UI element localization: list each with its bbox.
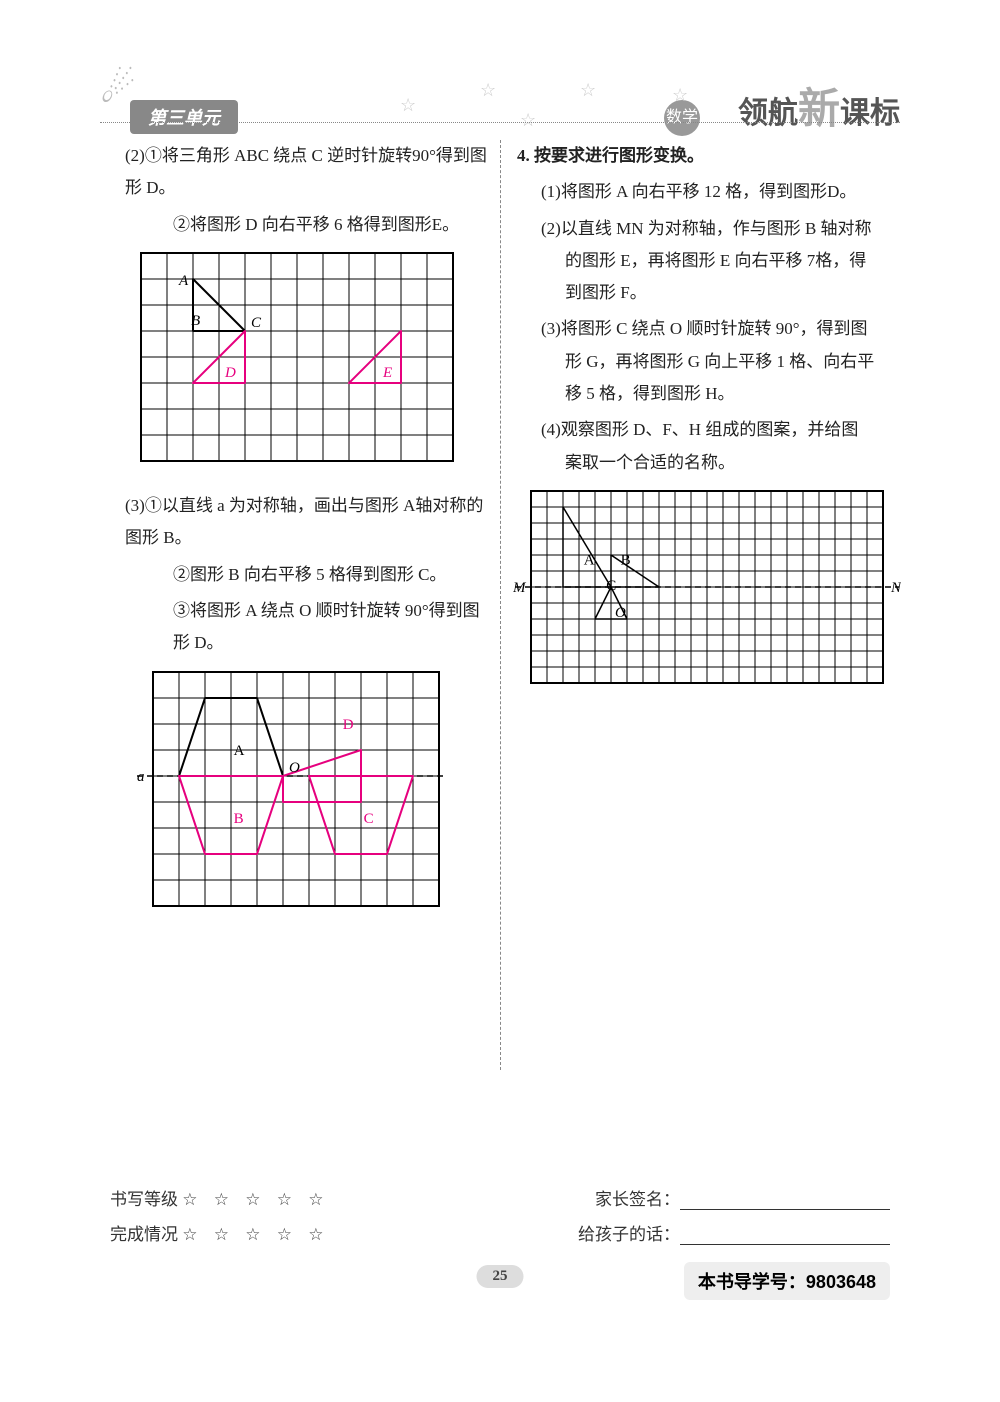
guide-label: 本书导学号： xyxy=(698,1272,806,1292)
page-number: 25 xyxy=(477,1265,524,1288)
unit-banner: 第三单元 xyxy=(130,100,238,134)
q4-title: 4. 按要求进行图形变换。 xyxy=(517,140,875,172)
parent-msg-label: 给孩子的话： xyxy=(578,1225,680,1244)
svg-text:D: D xyxy=(343,717,354,733)
left-column: (2)①将三角形 ABC 绕点 C 逆时针旋转90°得到图形 D。 ②将图形 D… xyxy=(125,140,500,1070)
svg-text:E: E xyxy=(382,365,392,381)
q2-item2: ②将图形 D 向右平移 6 格得到图形E。 xyxy=(125,209,488,241)
q3-item3: ③将图形 A 绕点 O 顺时针旋转 90°得到图形 D。 xyxy=(125,595,488,660)
svg-text:B: B xyxy=(234,810,244,826)
svg-text:A: A xyxy=(584,553,595,569)
svg-text:C: C xyxy=(606,578,616,594)
guide-code-value: 9803648 xyxy=(806,1272,876,1292)
footer-row-2: 完成情况 ☆ ☆ ☆ ☆ ☆ 给孩子的话： xyxy=(110,1220,890,1245)
q4-item1: (1)将图形 A 向右平移 12 格，得到图形D。 xyxy=(517,176,875,208)
q4-item4: (4)观察图形 D、F、H 组成的图案，并给图案取一个合适的名称。 xyxy=(517,414,875,479)
parent-sign-label: 家长签名： xyxy=(595,1190,680,1209)
svg-text:A: A xyxy=(234,743,245,759)
svg-text:C: C xyxy=(251,315,262,331)
svg-text:O: O xyxy=(615,605,626,621)
q4-item2: (2)以直线 MN 为对称轴，作与图形 B 轴对称的图形 E，再将图形 E 向右… xyxy=(517,213,875,310)
q3-item1: (3)①以直线 a 为对称轴，画出与图形 A轴对称的图形 B。 xyxy=(125,490,488,555)
header-divider xyxy=(100,122,900,123)
figure-3-svg: A BCO M N xyxy=(513,487,901,687)
q3-item2: ②图形 B 向右平移 5 格得到图形 C。 xyxy=(125,559,488,591)
figure-3: ABCOMN xyxy=(513,487,875,698)
svg-text:N: N xyxy=(890,580,901,596)
rating-done: 完成情况 ☆ ☆ ☆ ☆ ☆ xyxy=(110,1220,329,1245)
page-header: ☄ 第三单元 数学 领航新课标 ☆☆☆☆☆ xyxy=(100,70,900,125)
brand-mid: 新 xyxy=(798,85,840,132)
svg-text:A: A xyxy=(178,273,189,289)
svg-text:B: B xyxy=(191,313,200,329)
brand-right: 课标 xyxy=(840,97,900,130)
q4-item3: (3)将图形 C 绕点 O 顺时针旋转 90°，得到图形 G，再将图形 G 向上… xyxy=(517,313,875,410)
brand-title: 领航新课标 xyxy=(738,75,900,136)
rate-done-label: 完成情况 xyxy=(110,1225,178,1244)
parent-msg: 给孩子的话： xyxy=(578,1220,890,1245)
figure-1: A B C D E xyxy=(135,249,488,476)
right-column: 4. 按要求进行图形变换。 (1)将图形 A 向右平移 12 格，得到图形D。 … xyxy=(500,140,875,1070)
rate-write-label: 书写等级 xyxy=(110,1190,178,1209)
rate-write-stars: ☆ ☆ ☆ ☆ ☆ xyxy=(182,1190,329,1209)
q2-item1-text: ①将三角形 ABC 绕点 C 逆时针旋转90°得到图形 D。 xyxy=(125,146,487,197)
svg-text:D: D xyxy=(224,365,236,381)
svg-text:B: B xyxy=(621,553,631,569)
rate-done-stars: ☆ ☆ ☆ ☆ ☆ xyxy=(182,1225,329,1244)
rating-write: 书写等级 ☆ ☆ ☆ ☆ ☆ xyxy=(110,1185,329,1210)
brand-left: 领航 xyxy=(738,97,798,130)
parent-msg-line[interactable] xyxy=(680,1244,890,1245)
figure-2: A O D B Ca xyxy=(135,668,488,921)
q2-num: (2) xyxy=(125,146,145,165)
q2-item1: (2)①将三角形 ABC 绕点 C 逆时针旋转90°得到图形 D。 xyxy=(125,140,488,205)
svg-text:M: M xyxy=(513,580,527,596)
guide-code: 本书导学号：9803648 xyxy=(684,1262,890,1300)
svg-text:O: O xyxy=(289,760,300,776)
figure-2-svg: A O D B Ca xyxy=(135,668,445,910)
q3-num: (3) xyxy=(125,496,145,515)
q3-item1-text: ①以直线 a 为对称轴，画出与图形 A轴对称的图形 B。 xyxy=(125,496,483,547)
figure-1-svg: A B C D E xyxy=(135,249,459,465)
parent-sign-line[interactable] xyxy=(680,1209,890,1210)
parent-sign: 家长签名： xyxy=(595,1185,890,1210)
svg-text:C: C xyxy=(364,810,374,826)
page-footer: 书写等级 ☆ ☆ ☆ ☆ ☆ 家长签名： 完成情况 ☆ ☆ ☆ ☆ ☆ 给孩子的… xyxy=(110,1185,890,1255)
content-area: (2)①将三角形 ABC 绕点 C 逆时针旋转90°得到图形 D。 ②将图形 D… xyxy=(125,140,875,1070)
footer-row-1: 书写等级 ☆ ☆ ☆ ☆ ☆ 家长签名： xyxy=(110,1185,890,1210)
svg-text:a: a xyxy=(137,769,145,785)
